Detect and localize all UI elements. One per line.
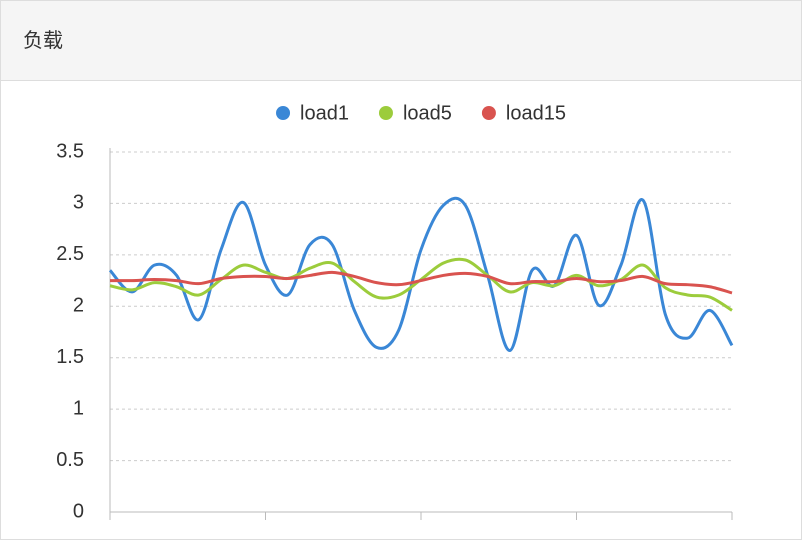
y-tick-label: 1.5 [56,346,84,368]
y-tick-label: 2 [73,295,84,317]
y-tick-label: 3.5 [56,140,84,162]
y-tick-label: 0.5 [56,449,84,471]
line [108,196,734,353]
line [109,270,733,295]
line [109,257,733,312]
legend-label: load5 [403,102,452,124]
legend-label: load15 [506,102,566,124]
y-tick-label: 2.5 [56,243,84,265]
legend-marker [378,106,393,120]
y-tick-label: 3 [73,192,84,214]
y-tick-label: 1 [73,397,84,419]
legend-marker [276,106,291,120]
legend-marker [481,106,496,120]
legend-label: load1 [300,102,349,124]
y-tick-label: 0 [73,500,84,522]
panel-title: 负载 [1,1,801,81]
